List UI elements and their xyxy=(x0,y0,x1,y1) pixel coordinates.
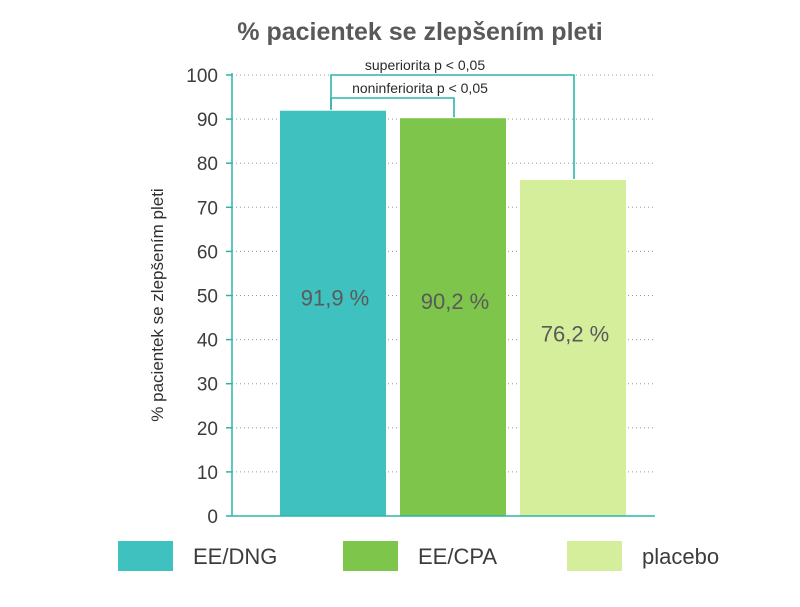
y-tick-label-100: 100 xyxy=(186,66,218,87)
bar-ee-cpa xyxy=(400,118,506,516)
bracket-line-1 xyxy=(330,97,455,118)
bracket-line-0 xyxy=(330,74,575,179)
bracket-annotation-0: superiorita p < 0,05 xyxy=(365,57,485,73)
y-tick-label-0: 0 xyxy=(207,507,218,528)
y-tick-label-20: 20 xyxy=(197,419,218,440)
y-tick-label-70: 70 xyxy=(197,198,218,219)
chart-title: % pacientek se zlepšením pleti xyxy=(237,18,602,46)
legend: EE/DNG EE/CPA placebo xyxy=(118,541,719,571)
y-tick-label-40: 40 xyxy=(197,331,218,352)
axes xyxy=(231,73,655,517)
legend-label-2: placebo xyxy=(642,544,719,569)
bar-value-label-1: 90,2 % xyxy=(421,289,490,314)
y-tick-label-10: 10 xyxy=(197,463,218,484)
bar-ee-dng xyxy=(280,110,386,516)
significance-brackets: superiorita p < 0,05 noninferiorita p < 0… xyxy=(330,57,575,179)
y-tick-label-90: 90 xyxy=(197,110,218,131)
y-tick-label-30: 30 xyxy=(197,375,218,396)
y-axis-label: % pacientek se zlepšením pleti xyxy=(148,188,167,421)
bars: 91,9 % 90,2 % 76,2 % xyxy=(280,110,626,516)
y-tick-label-80: 80 xyxy=(197,154,218,175)
y-tick-label-60: 60 xyxy=(197,242,218,263)
y-axis-ticks: 0 10 20 30 40 50 60 70 80 90 100 xyxy=(186,66,232,528)
legend-swatch-1 xyxy=(343,541,398,571)
bar-value-label-0: 91,9 % xyxy=(301,285,370,310)
bar-placebo xyxy=(520,179,626,516)
legend-swatch-2 xyxy=(567,541,622,571)
bar-value-label-2: 76,2 % xyxy=(541,321,610,346)
y-tick-label-50: 50 xyxy=(197,287,218,308)
bracket-annotation-1: noninferiorita p < 0,05 xyxy=(352,80,488,96)
legend-swatch-0 xyxy=(118,541,173,571)
legend-label-1: EE/CPA xyxy=(418,544,497,569)
legend-label-0: EE/DNG xyxy=(193,544,277,569)
